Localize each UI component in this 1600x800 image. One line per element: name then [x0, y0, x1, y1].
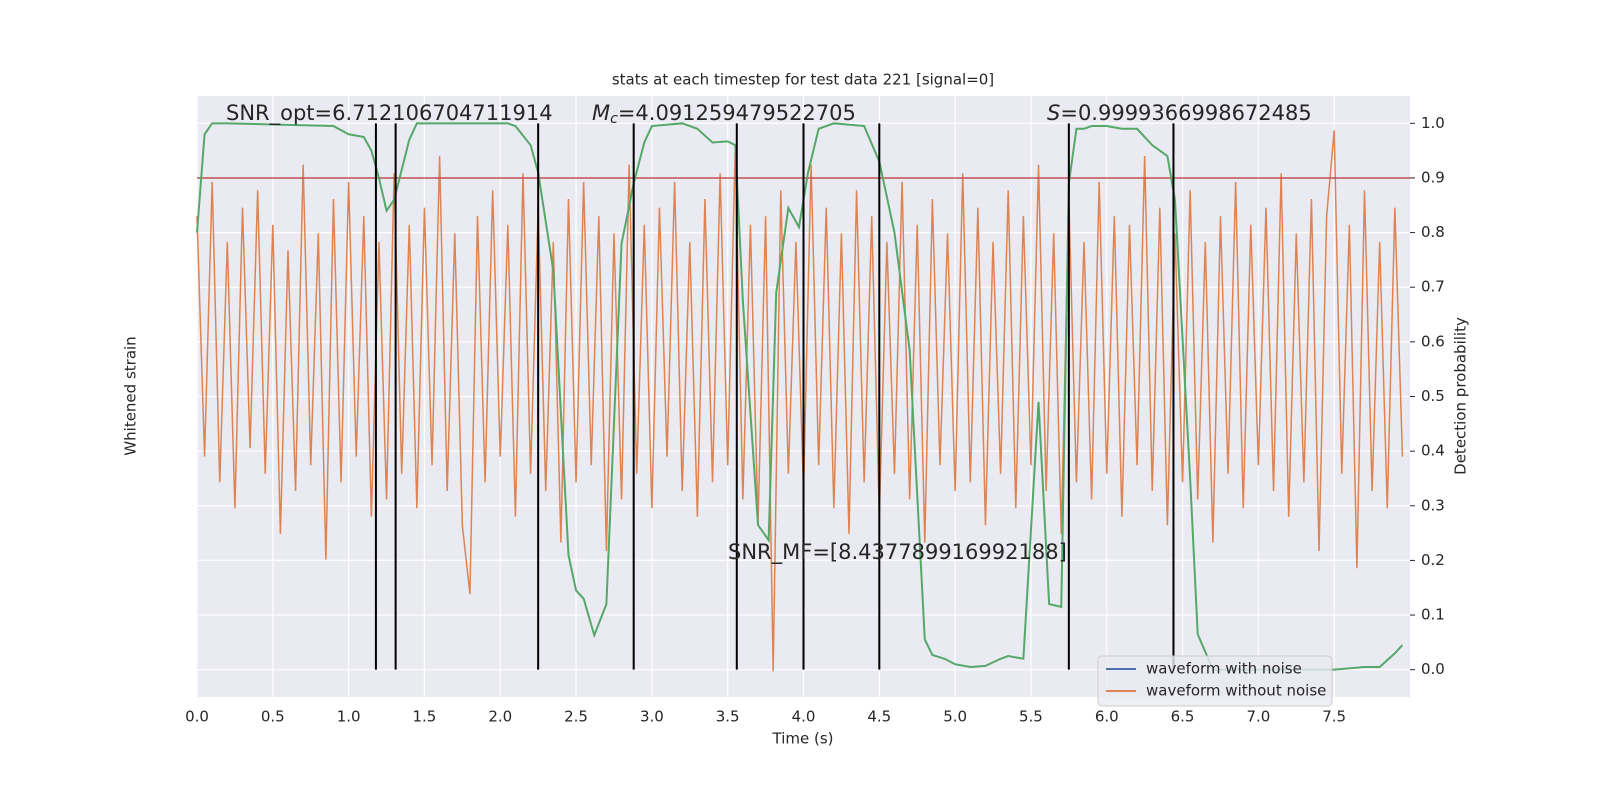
x-tick-label: 0.0	[185, 708, 209, 726]
annotation-symbol: S	[1047, 101, 1060, 125]
y2-tick-label: 0.1	[1421, 606, 1445, 624]
x-tick-label: 1.5	[413, 708, 437, 726]
x-tick-label: 6.5	[1171, 708, 1195, 726]
y2-tick-label: 0.7	[1421, 278, 1445, 296]
y2-tick-label: 0.9	[1421, 168, 1445, 186]
annotation-subscript: c	[610, 111, 618, 127]
x-tick-label: 4.5	[867, 708, 891, 726]
x-tick-label: 3.0	[640, 708, 664, 726]
x-tick-label: 5.0	[943, 708, 967, 726]
x-tick-label: 1.0	[337, 708, 361, 726]
x-tick-label: 6.0	[1095, 708, 1119, 726]
strain-line	[196, 130, 1404, 672]
annotation-text: =0.9999366998672485	[1060, 101, 1311, 125]
x-tick-label: 7.0	[1246, 708, 1270, 726]
annotation: SNR_opt=6.712106704711914	[226, 101, 553, 126]
x-tick-label: 0.5	[261, 708, 285, 726]
y2-tick-label: 0.3	[1421, 496, 1445, 514]
x-tick-label: 2.0	[488, 708, 512, 726]
y2-tick-label: 0.5	[1421, 387, 1445, 405]
y2-tick-label: 1.0	[1421, 114, 1445, 132]
chart-title: stats at each timestep for test data 221…	[612, 71, 994, 89]
x-tick-label: 2.5	[564, 708, 588, 726]
legend-label: waveform with noise	[1146, 660, 1302, 678]
x-axis-label: Time (s)	[772, 730, 834, 748]
x-tick-label: 3.5	[716, 708, 740, 726]
y2-tick-label: 0.4	[1421, 442, 1445, 460]
y-axis-label: Whitened strain	[122, 336, 140, 455]
annotation: S=0.9999366998672485	[1047, 101, 1312, 125]
y2-tick-label: 0.0	[1421, 660, 1445, 678]
annotation-text: =4.091259479522705	[618, 101, 856, 125]
annotation: Mc=4.091259479522705	[592, 101, 856, 127]
y2-tick-label: 0.8	[1421, 223, 1445, 241]
x-tick-label: 4.0	[792, 708, 816, 726]
legend-box	[1097, 655, 1333, 707]
y2-tick-label: 0.2	[1421, 551, 1445, 569]
y2-axis-label: Detection probability	[1452, 317, 1470, 475]
annotation-symbol: M	[592, 101, 610, 125]
x-tick-label: 5.5	[1019, 708, 1043, 726]
annotation-text: SNR_opt=6.712106704711914	[226, 101, 553, 126]
annotation-text: SNR_MF=[8.437789916992188]	[728, 540, 1067, 565]
legend-label: waveform without noise	[1146, 682, 1326, 700]
x-tick-label: 7.5	[1322, 708, 1346, 726]
probability-line	[196, 122, 1404, 671]
annotation: SNR_MF=[8.437789916992188]	[728, 540, 1067, 565]
y2-tick-label: 0.6	[1421, 332, 1445, 350]
